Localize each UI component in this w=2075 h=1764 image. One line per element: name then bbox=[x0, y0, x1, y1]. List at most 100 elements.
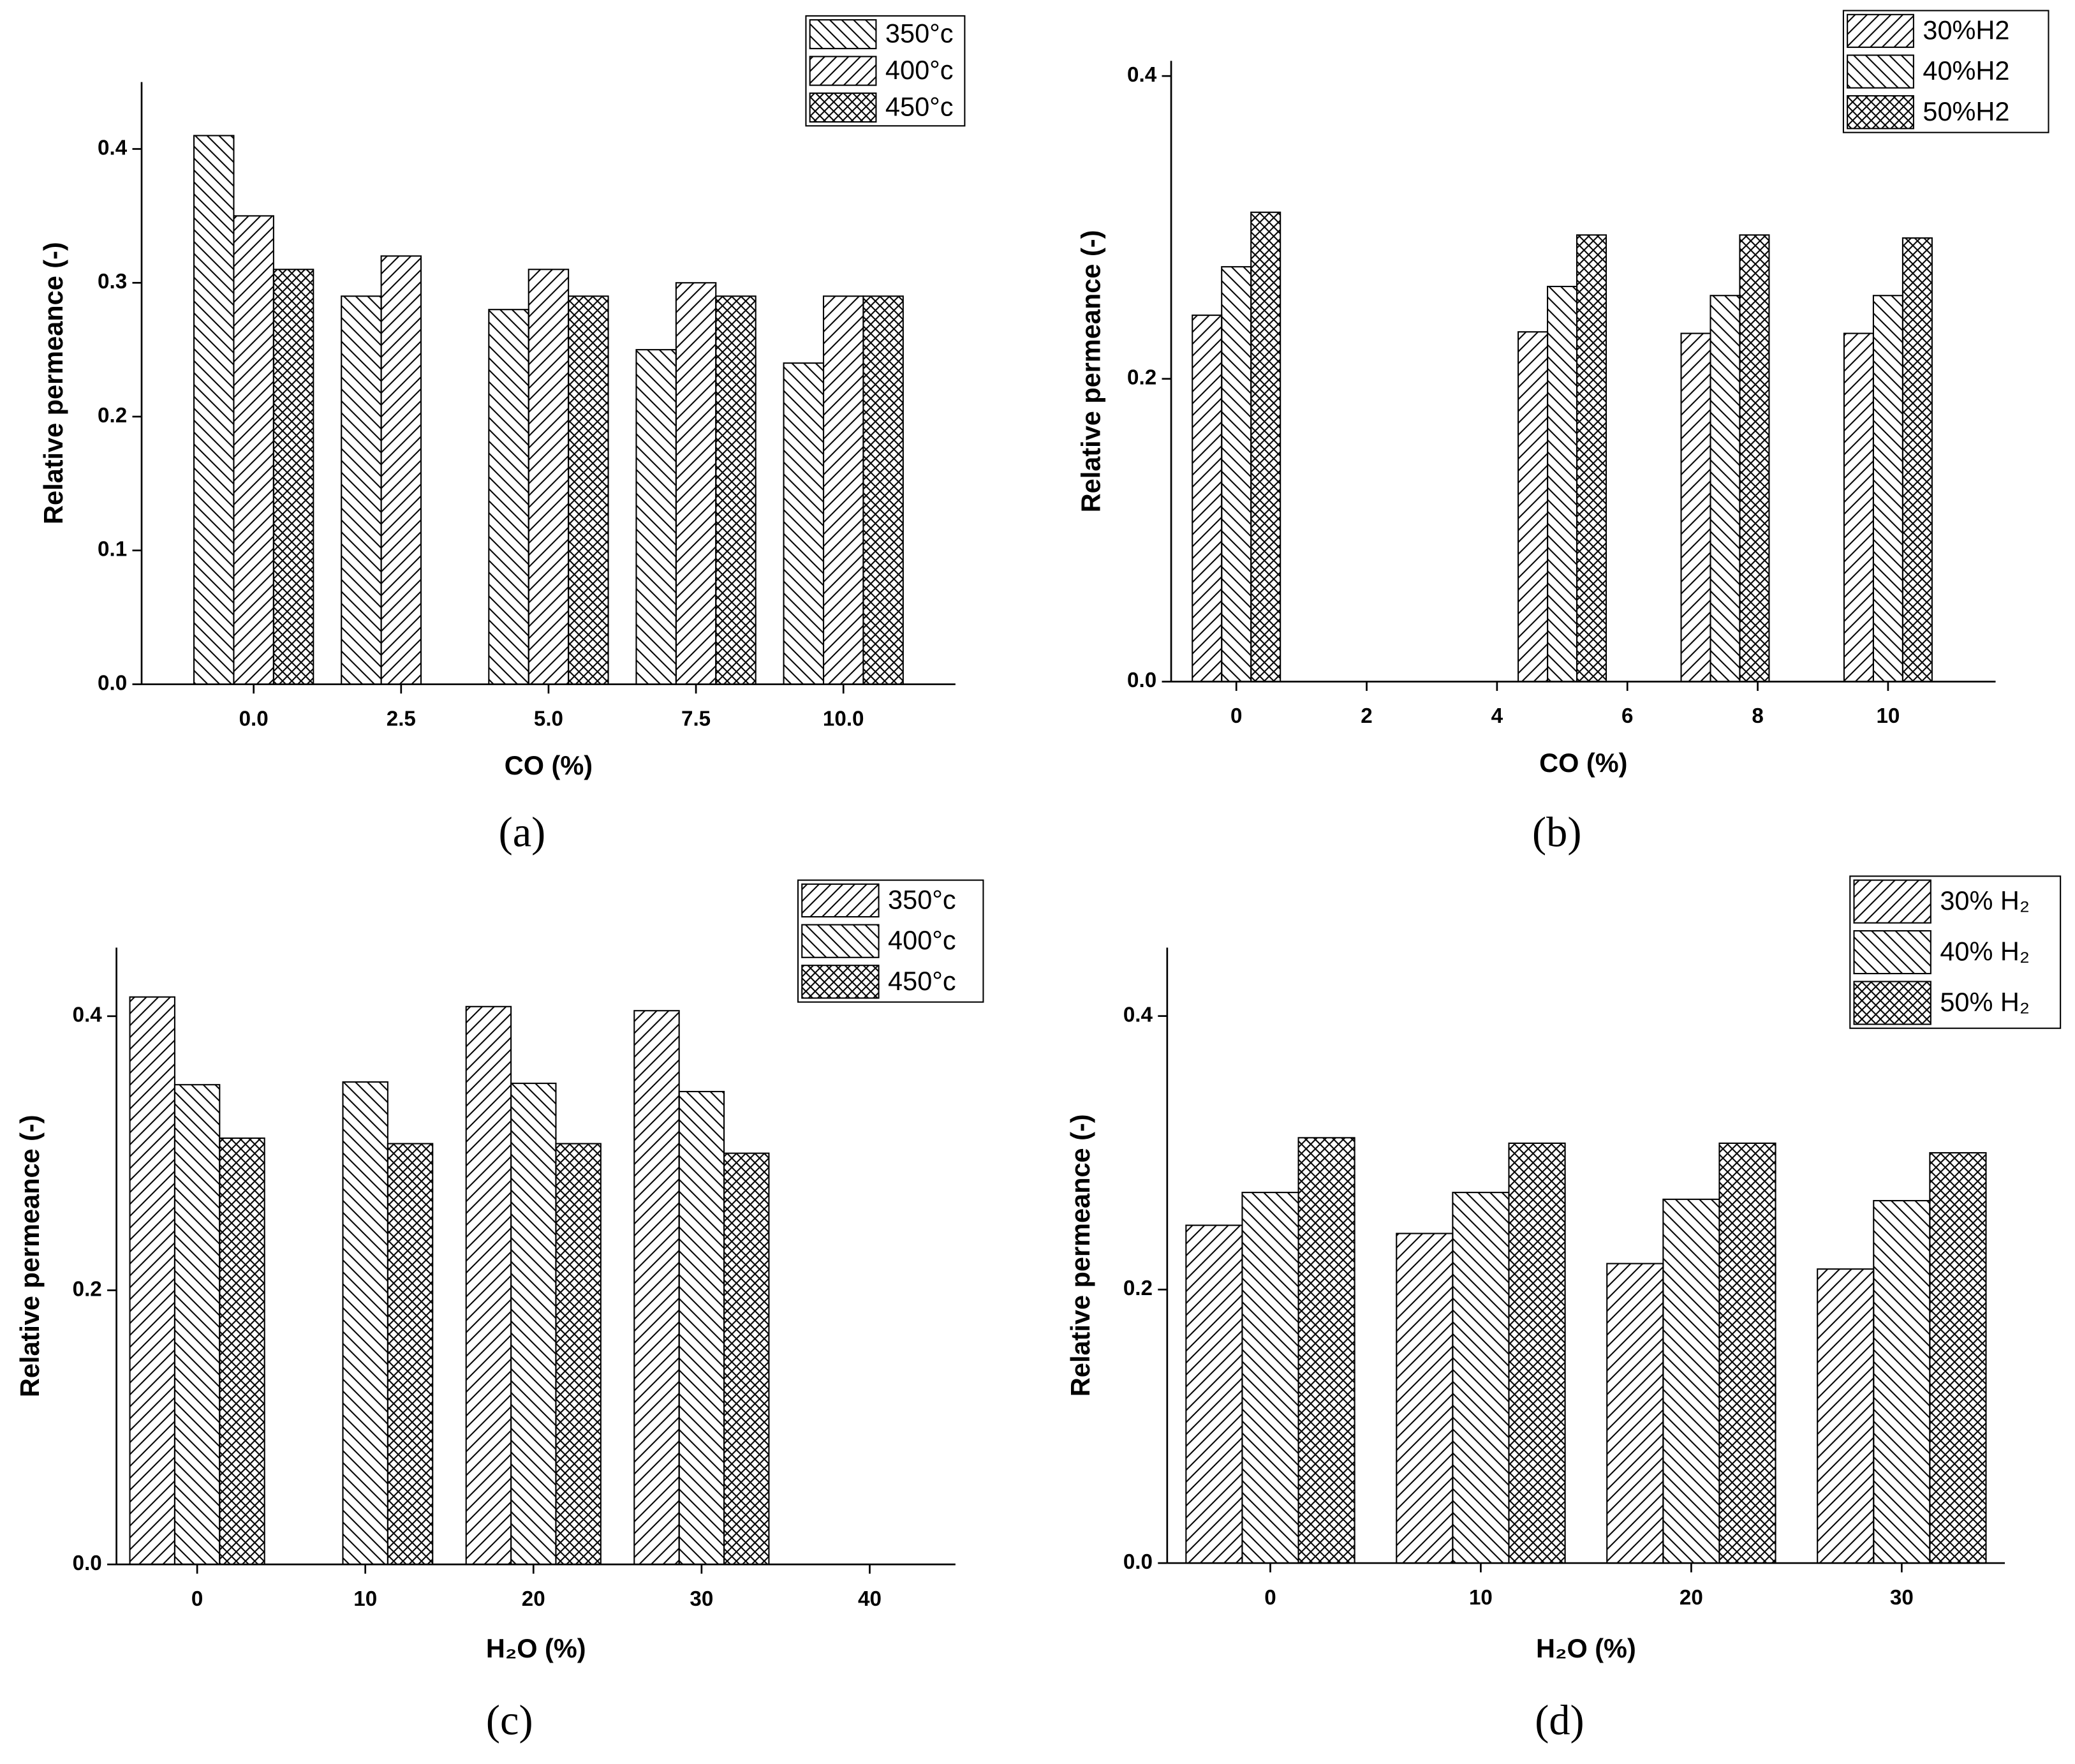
x-tick-label: 2.5 bbox=[387, 707, 416, 730]
legend-swatch bbox=[801, 965, 880, 999]
bar bbox=[1241, 1192, 1299, 1564]
bar bbox=[1452, 1192, 1510, 1564]
legend-swatch bbox=[1853, 981, 1931, 1025]
x-axis-label: CO (%) bbox=[505, 750, 593, 780]
bar bbox=[1508, 1142, 1566, 1564]
x-axis-label: CO (%) bbox=[1539, 748, 1627, 778]
panel-label: (b) bbox=[1532, 809, 1581, 856]
bar bbox=[1662, 1198, 1720, 1564]
y-axis-label: Relative permeance (-) bbox=[38, 242, 68, 524]
x-tick-label: 4 bbox=[1491, 704, 1503, 728]
y-axis-label: Relative permeance (-) bbox=[1076, 230, 1106, 513]
legend-label: 450°c bbox=[888, 966, 956, 996]
legend-swatch bbox=[1847, 13, 1914, 48]
bar bbox=[1221, 266, 1252, 683]
y-tick-label: 0.0 bbox=[98, 671, 127, 695]
bar bbox=[1576, 234, 1607, 683]
bar bbox=[219, 1137, 265, 1566]
y-tick-label: 0.2 bbox=[1123, 1277, 1153, 1300]
bar bbox=[1297, 1137, 1355, 1564]
y-tick-label: 0.4 bbox=[98, 136, 128, 159]
x-tick-label: 30 bbox=[1890, 1586, 1914, 1610]
x-tick-label: 20 bbox=[1680, 1586, 1703, 1610]
x-tick-label: 10 bbox=[1469, 1586, 1493, 1610]
bar bbox=[528, 269, 570, 685]
bar bbox=[174, 1084, 221, 1566]
x-tick-label: 6 bbox=[1621, 704, 1633, 728]
legend-label: 50% H₂ bbox=[1940, 987, 2030, 1017]
y-tick-label: 0.1 bbox=[98, 538, 127, 561]
x-tick-label: 5.0 bbox=[534, 707, 563, 730]
y-tick-label: 0.0 bbox=[1127, 669, 1156, 692]
legend-label: 30%H2 bbox=[1923, 15, 2009, 45]
bar bbox=[129, 996, 175, 1566]
x-tick-label: 2 bbox=[1361, 704, 1372, 728]
bar bbox=[380, 255, 422, 685]
x-tick-label: 10.0 bbox=[823, 707, 864, 730]
legend-swatch bbox=[1853, 930, 1931, 975]
bar bbox=[1718, 1142, 1776, 1564]
legend-label: 400°c bbox=[888, 925, 956, 955]
bar bbox=[1901, 237, 1933, 683]
x-tick-label: 0 bbox=[1230, 704, 1242, 728]
panel-label: (a) bbox=[499, 809, 546, 856]
y-tick-label: 0.4 bbox=[1127, 63, 1157, 87]
x-tick-label: 30 bbox=[690, 1587, 713, 1611]
legend-label: 40%H2 bbox=[1923, 56, 2009, 85]
bar bbox=[1929, 1152, 1987, 1564]
panel-label: (c) bbox=[486, 1697, 533, 1744]
y-axis-label: Relative permeance (-) bbox=[15, 1115, 45, 1397]
bar bbox=[1185, 1224, 1243, 1564]
bar bbox=[1873, 1199, 1931, 1564]
y-tick-label: 0.0 bbox=[1123, 1550, 1153, 1574]
x-tick-label: 7.5 bbox=[681, 707, 711, 730]
y-axis-label: Relative permeance (-) bbox=[1065, 1114, 1095, 1397]
bar bbox=[568, 295, 609, 685]
bar bbox=[272, 269, 314, 685]
x-axis-label: H₂O (%) bbox=[1536, 1633, 1636, 1663]
bar bbox=[555, 1143, 602, 1566]
bar bbox=[675, 282, 717, 685]
bar bbox=[1192, 315, 1223, 683]
legend-swatch bbox=[809, 19, 877, 50]
bar bbox=[678, 1090, 725, 1566]
y-tick-label: 0.2 bbox=[1127, 366, 1156, 390]
panel-label: (d) bbox=[1535, 1697, 1584, 1744]
legend-label: 30% H₂ bbox=[1940, 886, 2030, 915]
x-tick-label: 0.0 bbox=[239, 707, 269, 730]
bar bbox=[1517, 331, 1549, 683]
bar bbox=[1843, 332, 1874, 683]
x-tick-label: 10 bbox=[1876, 704, 1900, 728]
bar bbox=[387, 1143, 434, 1566]
bar bbox=[1680, 332, 1711, 683]
x-axis-label: H₂O (%) bbox=[486, 1633, 586, 1663]
legend-label: 400°c bbox=[885, 55, 954, 85]
legend-label: 350°c bbox=[885, 19, 954, 48]
bar bbox=[715, 295, 757, 685]
legend-swatch bbox=[1847, 95, 1914, 130]
bar bbox=[635, 349, 677, 685]
bar bbox=[488, 309, 529, 685]
x-tick-label: 0 bbox=[1264, 1586, 1276, 1610]
bar bbox=[341, 295, 382, 685]
bar bbox=[1739, 234, 1770, 683]
x-tick-label: 0 bbox=[191, 1587, 203, 1611]
bar bbox=[1817, 1268, 1875, 1564]
bar bbox=[510, 1083, 557, 1566]
legend-swatch bbox=[809, 93, 877, 123]
bar bbox=[342, 1081, 388, 1566]
bar bbox=[233, 215, 274, 685]
bar bbox=[1250, 211, 1281, 683]
bar bbox=[1872, 295, 1903, 683]
y-tick-label: 0.3 bbox=[98, 270, 127, 293]
legend-swatch bbox=[801, 924, 880, 958]
bar bbox=[862, 295, 904, 685]
bar bbox=[1709, 295, 1741, 683]
legend-swatch bbox=[809, 56, 877, 86]
legend-swatch bbox=[1853, 879, 1931, 924]
legend-swatch bbox=[801, 883, 880, 918]
x-tick-label: 10 bbox=[353, 1587, 377, 1611]
x-tick-label: 40 bbox=[858, 1587, 882, 1611]
legend-label: 40% H₂ bbox=[1940, 937, 2030, 967]
